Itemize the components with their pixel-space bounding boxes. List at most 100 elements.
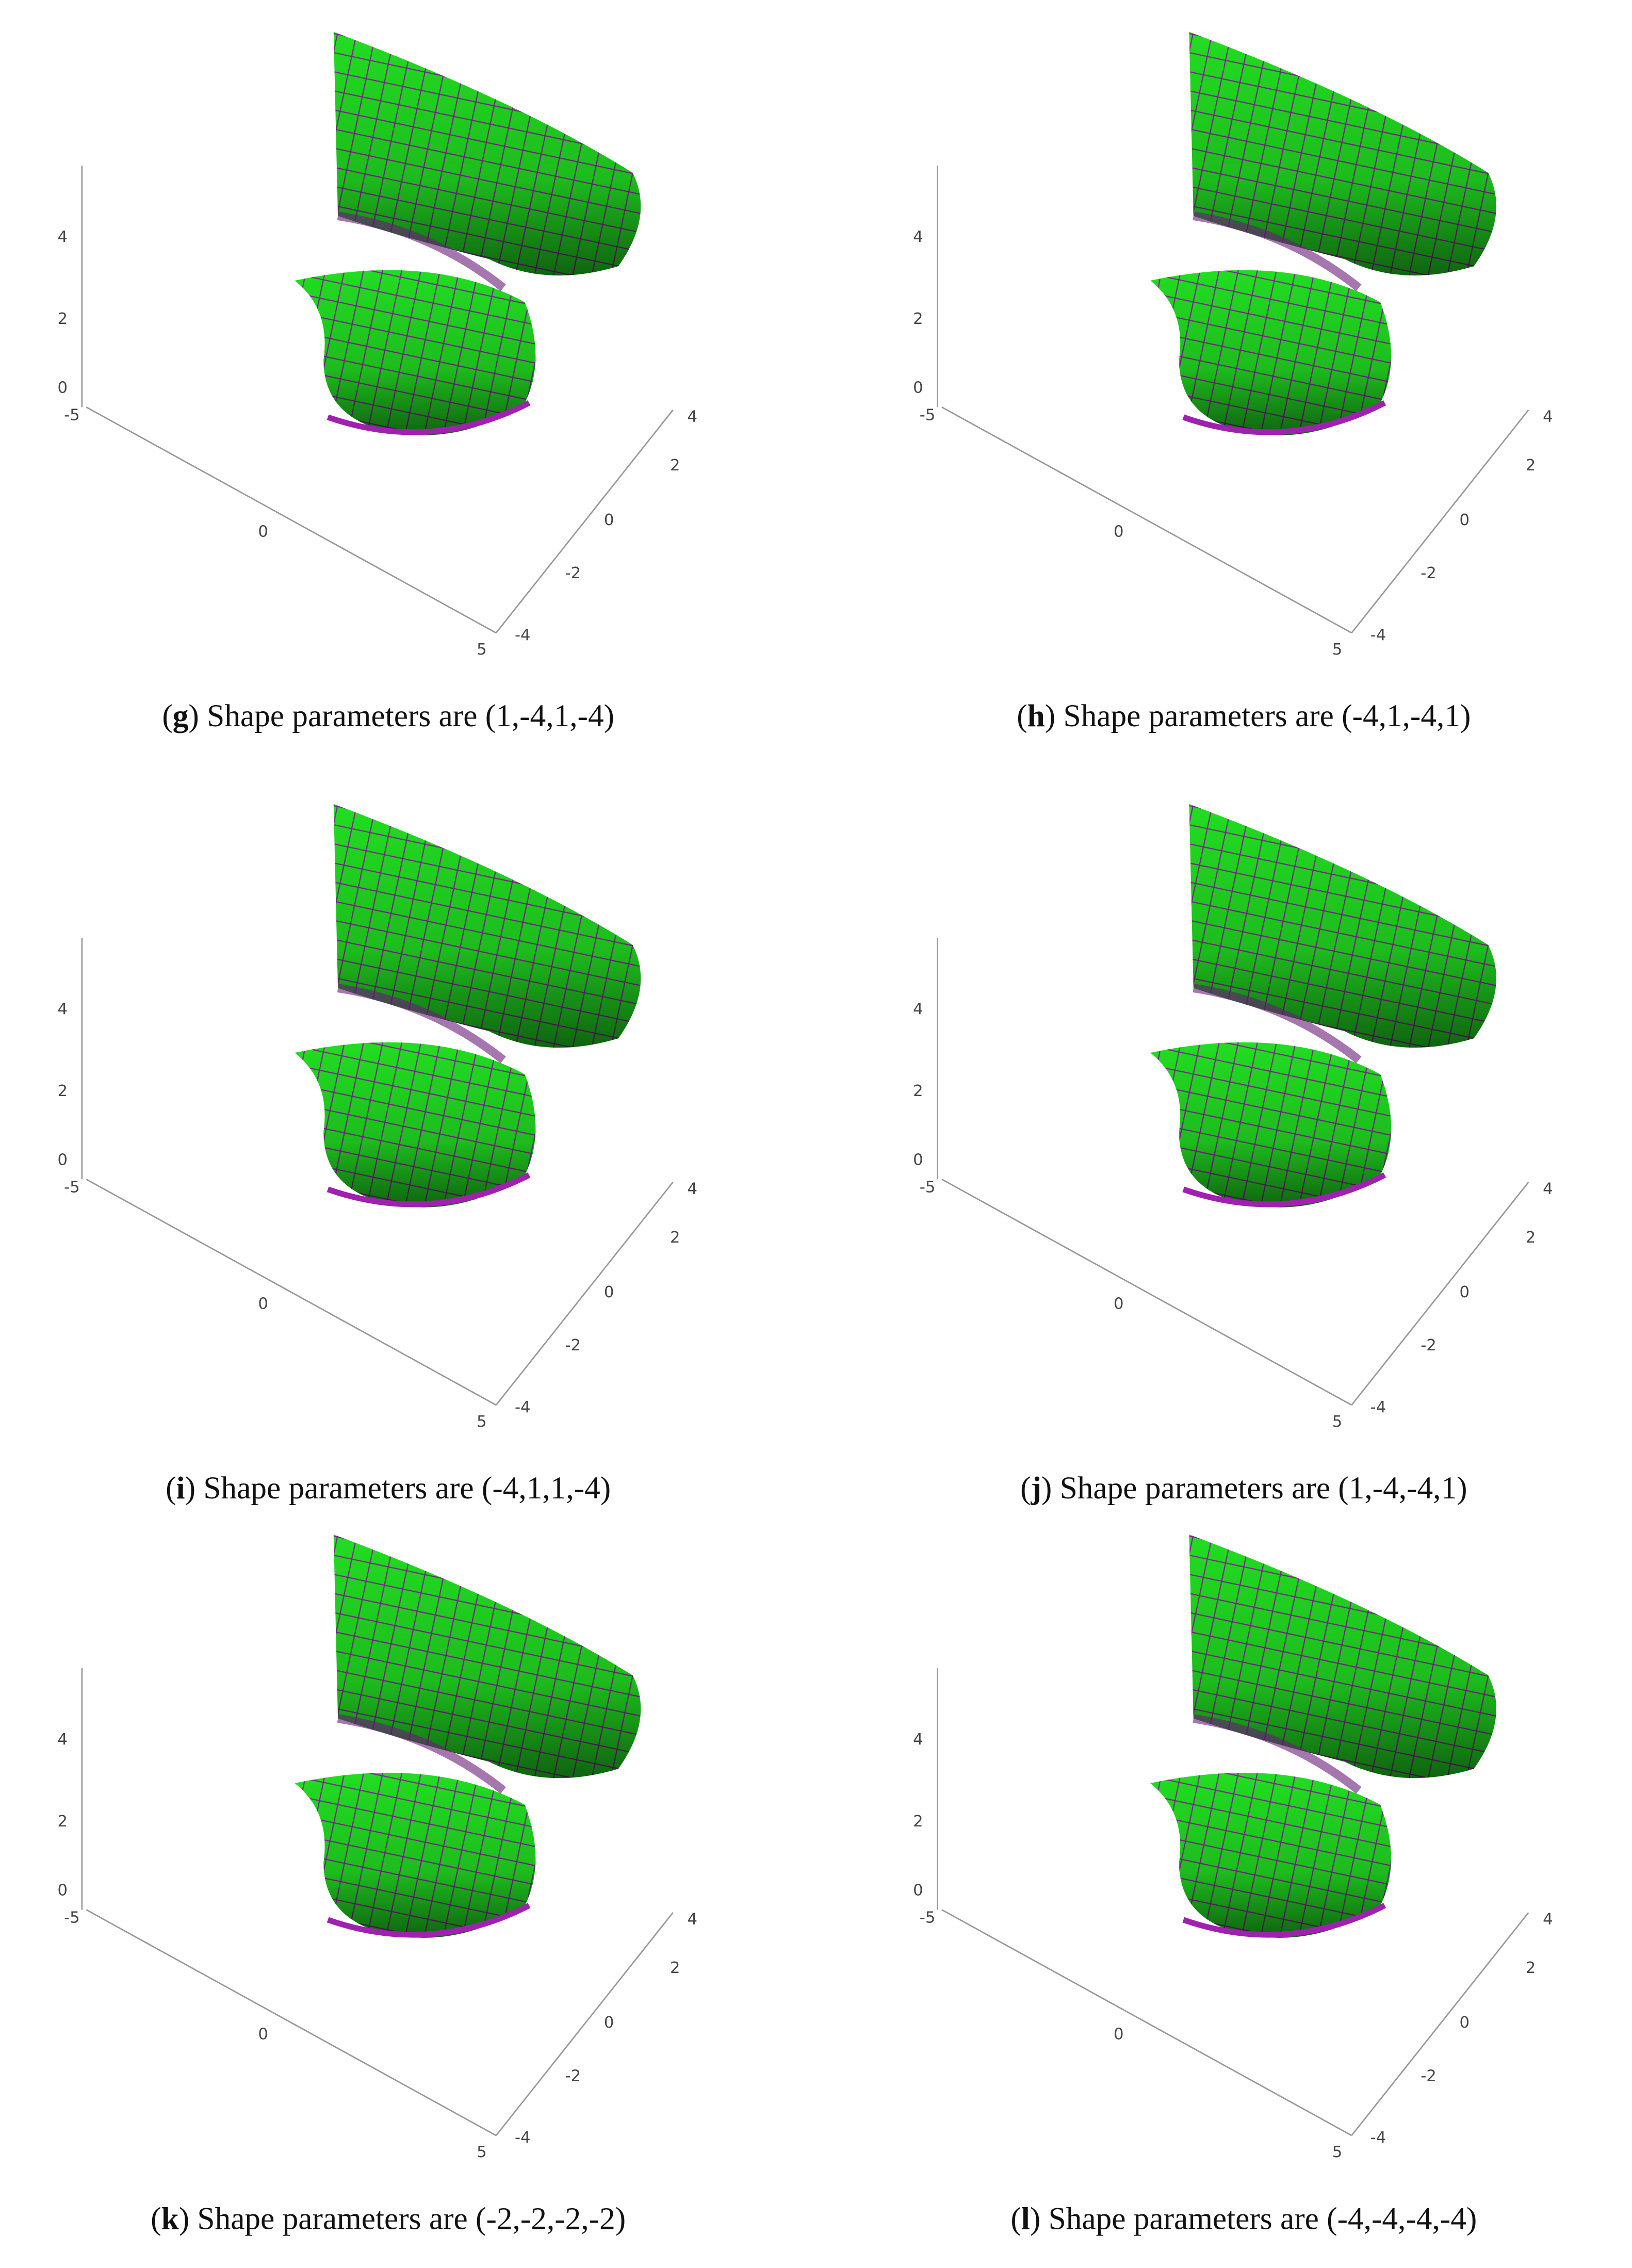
x-tick-label: 5 [1332, 2143, 1343, 2161]
caption-text: ( [151, 2201, 161, 2236]
caption-label: j [1031, 1471, 1041, 1506]
y-tick-label: -4 [515, 626, 531, 644]
z-tick-label: 0 [58, 379, 68, 397]
z-tick-label: 2 [913, 310, 923, 328]
z-tick-label: 4 [913, 1731, 923, 1749]
x-tick-label: 0 [258, 523, 268, 541]
y-tick-label: 0 [604, 1283, 614, 1301]
caption-text: ) Shape parameters are (-2,-2,-2,-2) [179, 2201, 626, 2236]
z-tick-label: 0 [58, 1151, 68, 1169]
caption: (l) Shape parameters are (-4,-4,-4,-4) [1010, 2201, 1477, 2236]
y-tick-label: 4 [688, 1180, 698, 1198]
y-tick-label: 2 [1526, 1959, 1536, 1977]
caption-text: ( [1017, 698, 1027, 733]
y-tick-label: -2 [1421, 564, 1437, 582]
caption-text: ) Shape parameters are (1,-4,1,-4) [188, 698, 614, 733]
y-tick-label: -2 [565, 2067, 581, 2085]
caption-label: l [1021, 2201, 1030, 2236]
surface-plot [82, 1535, 673, 2135]
z-tick-label: 0 [58, 1882, 68, 1900]
x-tick-label: -5 [64, 1179, 80, 1197]
z-tick-label: 4 [913, 228, 923, 246]
x-tick-label: -5 [920, 1179, 936, 1197]
y-tick-label: 0 [1459, 511, 1470, 529]
panel: 0 2 4 -5 0 5 -4 -2 0 2 4 (l) Shape parameters are (… [913, 1535, 1553, 2236]
y-tick-label: -2 [565, 1336, 581, 1355]
x-tick-label: -5 [920, 1909, 936, 1927]
y-tick-label: 4 [1543, 1910, 1553, 1928]
caption-text: ) Shape parameters are (-4,1,-4,1) [1045, 698, 1471, 733]
caption: (g) Shape parameters are (1,-4,1,-4) [162, 698, 614, 733]
caption: (k) Shape parameters are (-2,-2,-2,-2) [151, 2201, 626, 2236]
caption-text: ) Shape parameters are (-4,-4,-4,-4) [1030, 2201, 1477, 2236]
y-tick-label: 0 [604, 511, 614, 529]
caption-label: h [1027, 698, 1045, 733]
x-tick-label: 0 [1114, 2025, 1124, 2043]
z-tick-label: 4 [58, 228, 68, 246]
z-tick-label: 4 [58, 1000, 68, 1018]
caption-text: ) Shape parameters are (1,-4,-4,1) [1041, 1471, 1467, 1506]
z-tick-label: 2 [913, 1813, 923, 1831]
z-tick-label: 0 [913, 1151, 923, 1169]
x-tick-label: -5 [920, 406, 936, 425]
z-tick-label: 0 [913, 1882, 923, 1900]
surface-plot [938, 32, 1529, 633]
y-tick-label: -4 [1370, 2129, 1386, 2147]
y-tick-label: 2 [1526, 1229, 1536, 1247]
y-tick-label: -4 [1370, 1398, 1386, 1416]
z-tick-label: 4 [58, 1731, 68, 1749]
caption-text: ( [162, 698, 172, 733]
surface-plot [938, 1535, 1529, 2135]
z-tick-label: 4 [913, 1000, 923, 1018]
panel: 0 2 4 -5 0 5 -4 -2 0 2 4 (j) Shape parameters are (… [913, 804, 1553, 1506]
x-tick-label: -5 [64, 1909, 80, 1927]
caption-label: g [173, 698, 189, 733]
x-tick-label: 5 [477, 1413, 487, 1431]
x-tick-label: 5 [1332, 641, 1343, 659]
z-tick-label: 0 [913, 379, 923, 397]
y-tick-label: 0 [1459, 2014, 1470, 2032]
y-tick-label: -2 [1421, 2067, 1437, 2085]
y-tick-label: 4 [688, 407, 698, 426]
y-tick-label: 2 [1526, 456, 1536, 475]
caption-label: k [161, 2201, 179, 2236]
z-tick-label: 2 [58, 1082, 68, 1100]
z-tick-label: 2 [58, 1813, 68, 1831]
caption: (i) Shape parameters are (-4,1,1,-4) [166, 1471, 611, 1506]
x-tick-label: 0 [258, 1295, 268, 1313]
y-tick-label: -4 [1370, 626, 1386, 644]
y-tick-label: 0 [1459, 1283, 1470, 1301]
x-tick-label: 0 [1114, 1295, 1124, 1313]
surface-plot [82, 804, 673, 1405]
z-tick-label: 2 [913, 1082, 923, 1100]
caption-text: ( [1020, 1471, 1031, 1506]
y-tick-label: 4 [688, 1910, 698, 1928]
surface-plot [938, 804, 1529, 1405]
caption-label: i [176, 1471, 185, 1506]
x-tick-label: 5 [477, 2143, 487, 2161]
y-tick-label: -2 [565, 564, 581, 582]
caption-text: ( [1010, 2201, 1021, 2236]
x-tick-label: 5 [1332, 1413, 1343, 1431]
y-tick-label: -2 [1421, 1336, 1437, 1355]
surface-plot [82, 32, 673, 633]
y-tick-label: 4 [1543, 1180, 1553, 1198]
y-tick-label: 0 [604, 2014, 614, 2032]
caption-text: ) Shape parameters are (-4,1,1,-4) [185, 1471, 611, 1506]
y-tick-label: 2 [670, 1959, 680, 1977]
caption: (j) Shape parameters are (1,-4,-4,1) [1020, 1471, 1467, 1506]
z-tick-label: 2 [58, 310, 68, 328]
y-tick-label: -4 [515, 1398, 531, 1416]
x-tick-label: 0 [258, 2025, 268, 2043]
x-tick-label: 5 [477, 641, 487, 659]
caption: (h) Shape parameters are (-4,1,-4,1) [1017, 698, 1471, 733]
caption-text: ( [166, 1471, 176, 1506]
y-tick-label: 2 [670, 1229, 680, 1247]
y-tick-label: -4 [515, 2129, 531, 2147]
x-tick-label: -5 [64, 406, 80, 425]
y-tick-label: 4 [1543, 407, 1553, 426]
panel: 0 2 4 -5 0 5 -4 -2 0 2 4 (h) Shape parameters are (… [913, 32, 1553, 733]
panel: 0 2 4 -5 0 5 -4 -2 0 2 4 (k) Shape parameters are (… [58, 1535, 698, 2236]
